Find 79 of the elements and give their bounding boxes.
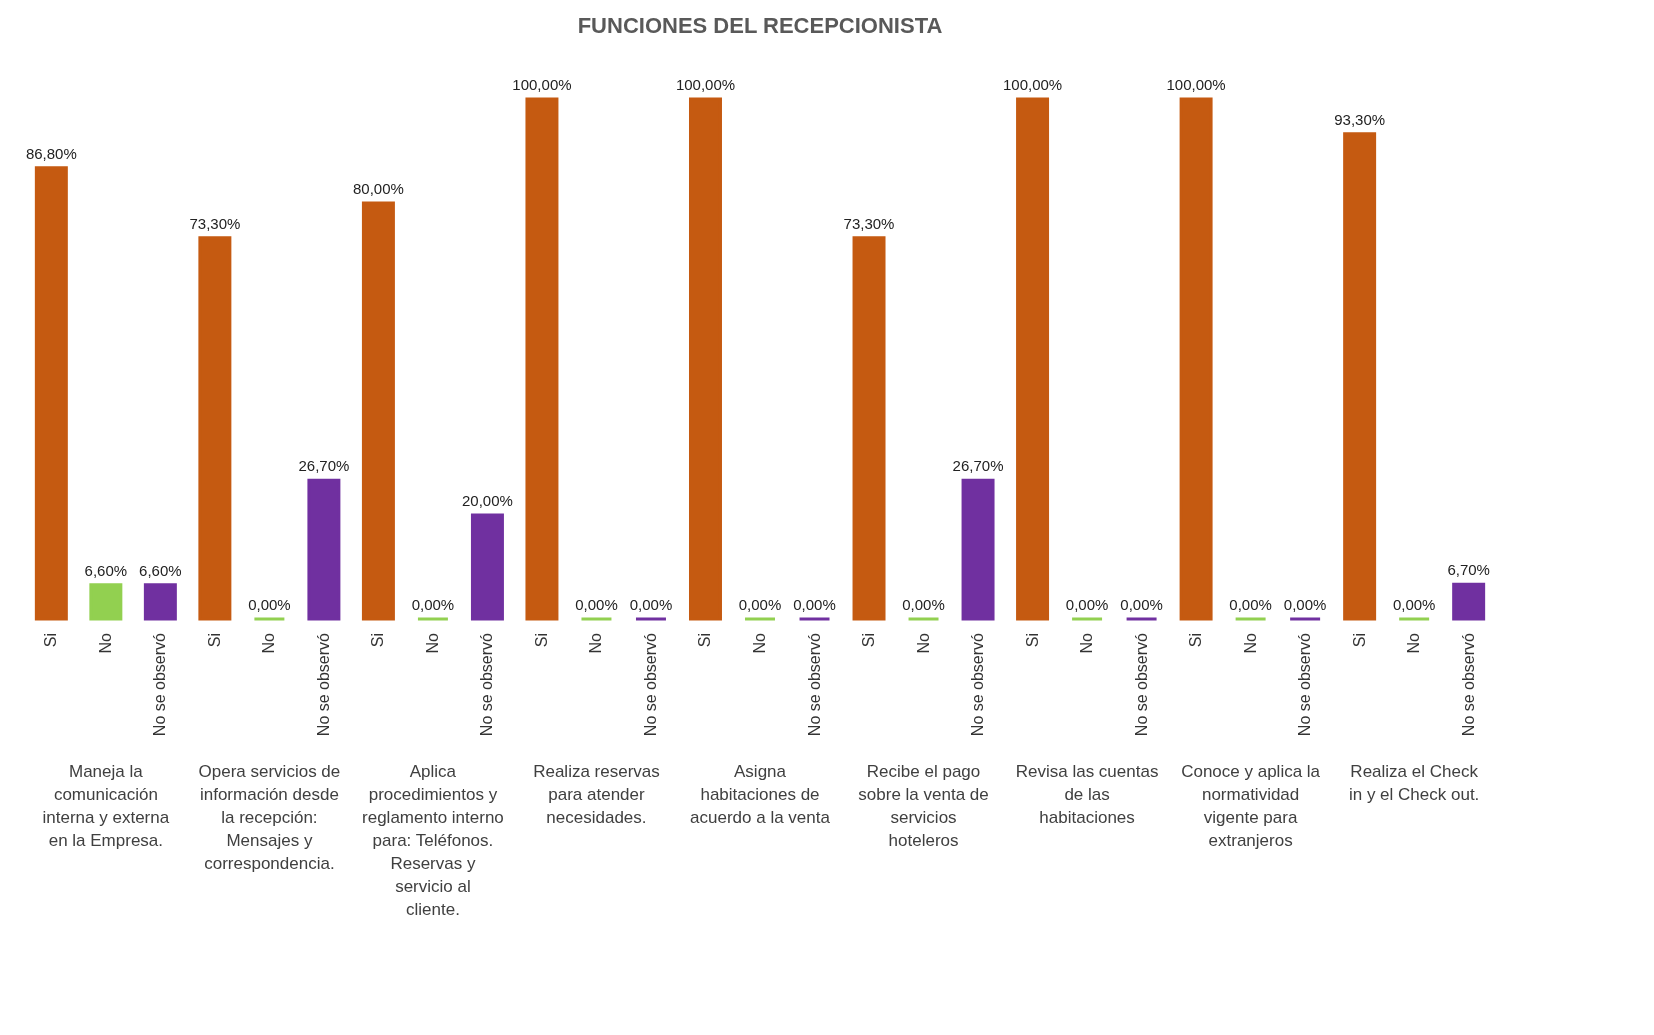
text: No [96, 632, 114, 654]
text: No [751, 633, 768, 654]
bar [198, 236, 232, 621]
text: No [1241, 633, 1259, 654]
text: No [1405, 633, 1423, 654]
data-label: 6,60% [84, 561, 128, 579]
data-label: 0,00% [738, 596, 782, 613]
bar [1016, 97, 1050, 621]
x-tick-label: Realiza el Check in y el Check out. [1348, 762, 1480, 804]
bar [34, 166, 68, 621]
data-label: 0,00% [411, 596, 455, 613]
x-tick-label: Maneja la comunicación interna y externa en la Empresa. [42, 762, 170, 850]
data-label: 100,00% [1166, 76, 1226, 93]
text: Si [860, 633, 878, 648]
text: No se observó [1132, 633, 1150, 737]
text: No [587, 633, 605, 654]
bar [852, 236, 886, 621]
bar [1452, 582, 1486, 621]
x-tick-label: Realiza reservas para atender necesidades. [533, 762, 660, 827]
text: No se observó [151, 632, 169, 737]
data-label: 26,70% [298, 457, 350, 475]
x-tick-label: Asigna habitaciones de acuerdo a la venta [690, 762, 831, 827]
text: No se observó [641, 633, 659, 737]
x-tick-label: Conoce y aplica la normatividad vigente para extranjeros [1181, 762, 1321, 850]
data-label: 0,00% [1283, 596, 1327, 613]
text: No [914, 633, 932, 654]
bar [961, 478, 995, 621]
data-label: 20,00% [462, 492, 513, 509]
data-label: 73,30% [189, 214, 241, 232]
bar [89, 583, 123, 621]
text: Si [42, 633, 60, 648]
text: No se observó [1296, 633, 1314, 737]
bar [361, 201, 395, 621]
data-label: 0,00% [793, 596, 836, 613]
data-label: 0,00% [575, 596, 618, 613]
data-label: 86,80% [25, 144, 77, 162]
data-label: 0,00% [902, 596, 945, 613]
data-label: 6,60% [139, 561, 182, 579]
x-tick-label: Opera servicios de información desde la recepción: Mensajes y correspondencia. [198, 762, 341, 873]
text: Si [696, 633, 714, 648]
data-label: 93,30% [1334, 110, 1386, 128]
data-label: 73,30% [843, 214, 895, 232]
data-label: 100,00% [512, 76, 572, 93]
bar [689, 97, 722, 621]
chart-title: FUNCIONES DEL RECEPCIONISTA [577, 13, 943, 38]
bar [470, 513, 504, 621]
text: No se observó [314, 633, 332, 737]
text: No se observó [478, 633, 496, 737]
text: Si [532, 633, 550, 648]
text: Si [1187, 633, 1205, 648]
bar [1343, 132, 1377, 621]
x-tick-label: Revisa las cuentas de las habitaciones [1015, 762, 1159, 827]
data-label: 0,00% [248, 596, 291, 613]
x-tick-label: Recibe el pago sobre la venta de servicios hoteleros [858, 762, 989, 850]
data-label: 0,00% [1392, 596, 1436, 613]
bar [525, 97, 559, 621]
text: No se observó [805, 633, 823, 737]
text: No se observó [1459, 633, 1477, 737]
data-label: 0,00% [629, 596, 673, 613]
x-tick-label: Aplica procedimientos y reglamento interno para: Teléfonos. Reservas y servicio al cliente. [362, 762, 504, 919]
text: No [260, 633, 278, 654]
data-label: 0,00% [1065, 596, 1109, 613]
data-label: 0,00% [1229, 596, 1272, 613]
text: No se observó [969, 633, 987, 737]
text: Si [1350, 633, 1368, 648]
data-label: 100,00% [675, 76, 736, 93]
data-label: 80,00% [352, 180, 404, 197]
text: Si [1023, 633, 1041, 648]
data-label: 0,00% [1120, 596, 1163, 613]
data-label: 6,70% [1447, 561, 1490, 579]
text: Si [205, 633, 223, 648]
text: Si [369, 633, 387, 648]
data-label: 100,00% [1002, 76, 1063, 93]
bar [1179, 97, 1213, 621]
bar [143, 583, 177, 621]
text: No [1078, 633, 1096, 654]
bar [307, 478, 341, 621]
data-label: 26,70% [952, 457, 1004, 475]
text: No [423, 633, 441, 654]
